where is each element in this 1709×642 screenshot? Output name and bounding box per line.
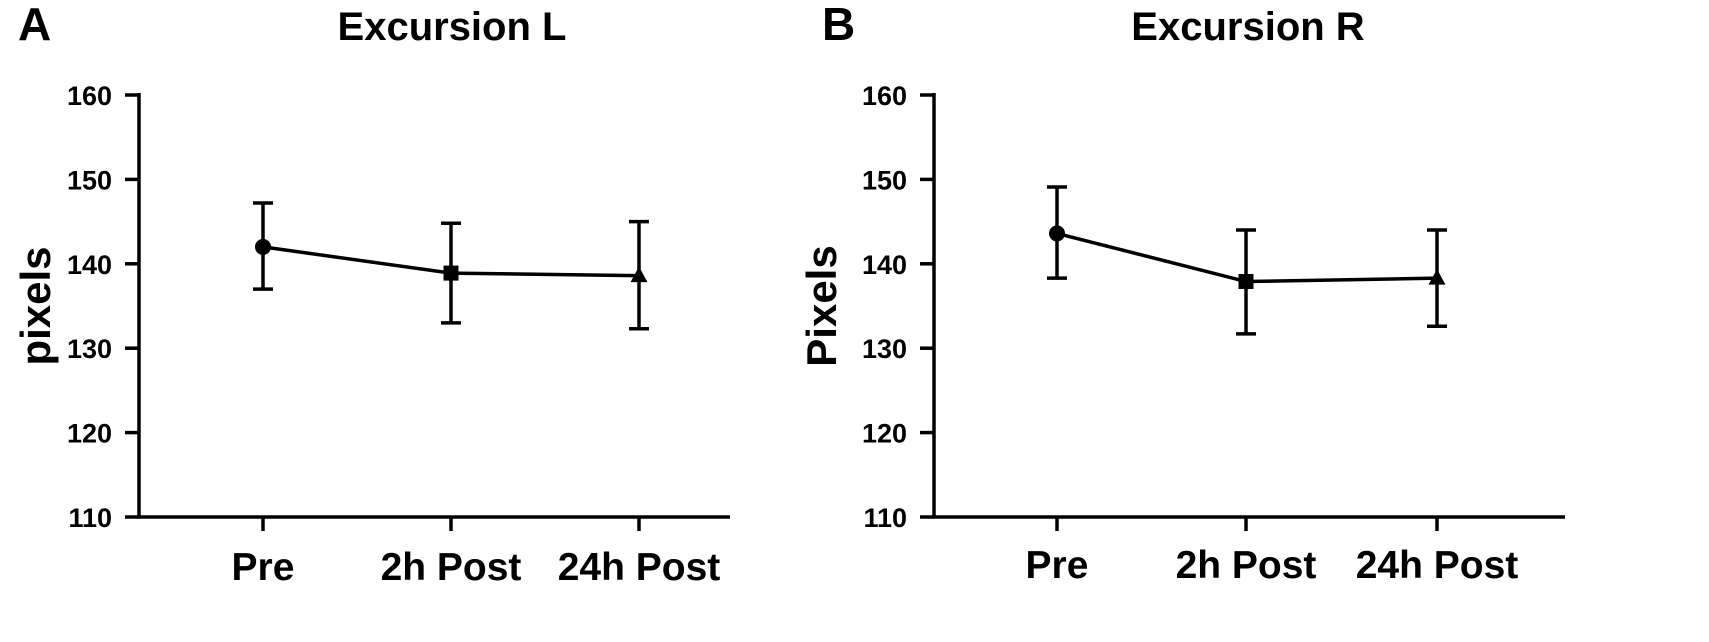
axes-b <box>932 93 1565 519</box>
chart-title-a: Excursion L <box>338 5 567 49</box>
y-tick-label-a-140: 140 <box>67 250 112 280</box>
y-tick-label-b-120: 120 <box>862 419 907 449</box>
panel-b: B Excursion R Pixels 110120130140150160 … <box>798 0 1565 587</box>
x-tick-label-a-1: 2h Post <box>381 546 522 589</box>
y-tick-label-b-140: 140 <box>862 250 907 280</box>
x-tick-label-b-0: Pre <box>1026 544 1089 587</box>
panel-letter-b: B <box>822 0 855 50</box>
data-point-b-2 <box>1428 269 1446 285</box>
y-tick-label-b-130: 130 <box>862 334 907 364</box>
axes-a <box>137 93 730 519</box>
y-tick-label-a-120: 120 <box>67 419 112 449</box>
y-tick-label-b-160: 160 <box>862 81 907 111</box>
data-point-a-0 <box>255 238 271 255</box>
y-ticks-a: 110 120 130 140 150 160 <box>67 81 139 533</box>
y-tick-label-a-110: 110 <box>68 503 112 533</box>
y-tick-label-a-150: 150 <box>67 165 112 195</box>
y-axis-label-b: Pixels <box>798 245 845 366</box>
chart-title-b: Excursion R <box>1131 5 1365 49</box>
x-ticks-a: Pre 2h Post 24h Post <box>232 517 721 589</box>
y-axis-label-a: pixels <box>12 246 59 365</box>
x-tick-label-b-1: 2h Post <box>1176 544 1317 587</box>
data-point-b-0 <box>1049 225 1065 242</box>
y-tick-label-b-110: 110 <box>863 503 907 533</box>
x-ticks-b: Pre 2h Post 24h Post <box>1026 517 1519 587</box>
data-point-a-2 <box>630 266 648 283</box>
plot-area-a <box>253 201 649 331</box>
panel-a: A Excursion L pixels 110120130140150160 … <box>12 0 730 589</box>
x-tick-label-a-2: 24h Post <box>558 546 721 589</box>
panel-letter-a: A <box>18 0 51 50</box>
plot-area-b <box>1047 185 1447 336</box>
y-tick-label-b-150: 150 <box>862 165 907 195</box>
data-point-a-1 <box>443 265 459 281</box>
x-tick-label-a-0: Pre <box>232 546 295 589</box>
y-tick-label-a-130: 130 <box>67 334 112 364</box>
x-tick-label-b-2: 24h Post <box>1356 544 1519 587</box>
data-point-b-1 <box>1238 274 1254 290</box>
y-ticks-b: 110 120 130 140 150 160 <box>862 81 934 533</box>
y-tick-label-a-160: 160 <box>67 81 112 111</box>
